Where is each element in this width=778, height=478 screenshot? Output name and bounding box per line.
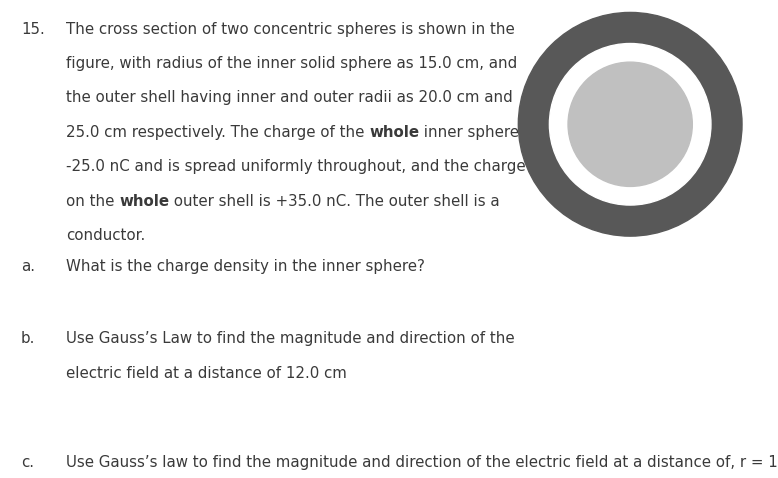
Text: What is the charge density in the inner sphere?: What is the charge density in the inner …: [66, 259, 425, 274]
Text: electric field at a distance of 12.0 cm: electric field at a distance of 12.0 cm: [66, 366, 347, 380]
Text: conductor.: conductor.: [66, 228, 145, 243]
Text: inner sphere is: inner sphere is: [419, 125, 536, 140]
Text: whole: whole: [370, 125, 419, 140]
Text: Use Gauss’s Law to find the magnitude and direction of the: Use Gauss’s Law to find the magnitude an…: [66, 331, 515, 346]
Text: Use Gauss’s law to find the magnitude and direction of the electric field at a d: Use Gauss’s law to find the magnitude an…: [66, 455, 778, 470]
Text: on the: on the: [66, 194, 119, 208]
Text: a.: a.: [21, 259, 35, 274]
Circle shape: [518, 12, 742, 236]
Text: -25.0 nC and is spread uniformly throughout, and the charge: -25.0 nC and is spread uniformly through…: [66, 159, 526, 174]
Text: b.: b.: [21, 331, 35, 346]
Circle shape: [549, 43, 711, 205]
Text: the outer shell having inner and outer radii as 20.0 cm and: the outer shell having inner and outer r…: [66, 90, 513, 105]
Text: 25.0 cm respectively. The charge of the: 25.0 cm respectively. The charge of the: [66, 125, 370, 140]
Text: outer shell is +35.0 nC. The outer shell is a: outer shell is +35.0 nC. The outer shell…: [170, 194, 500, 208]
Text: figure, with radius of the inner solid sphere as 15.0 cm, and: figure, with radius of the inner solid s…: [66, 56, 517, 71]
Text: The cross section of two concentric spheres is shown in the: The cross section of two concentric sphe…: [66, 22, 515, 36]
Text: whole: whole: [119, 194, 170, 208]
Text: c.: c.: [21, 455, 34, 470]
Circle shape: [568, 62, 692, 186]
Text: 15.: 15.: [21, 22, 45, 36]
